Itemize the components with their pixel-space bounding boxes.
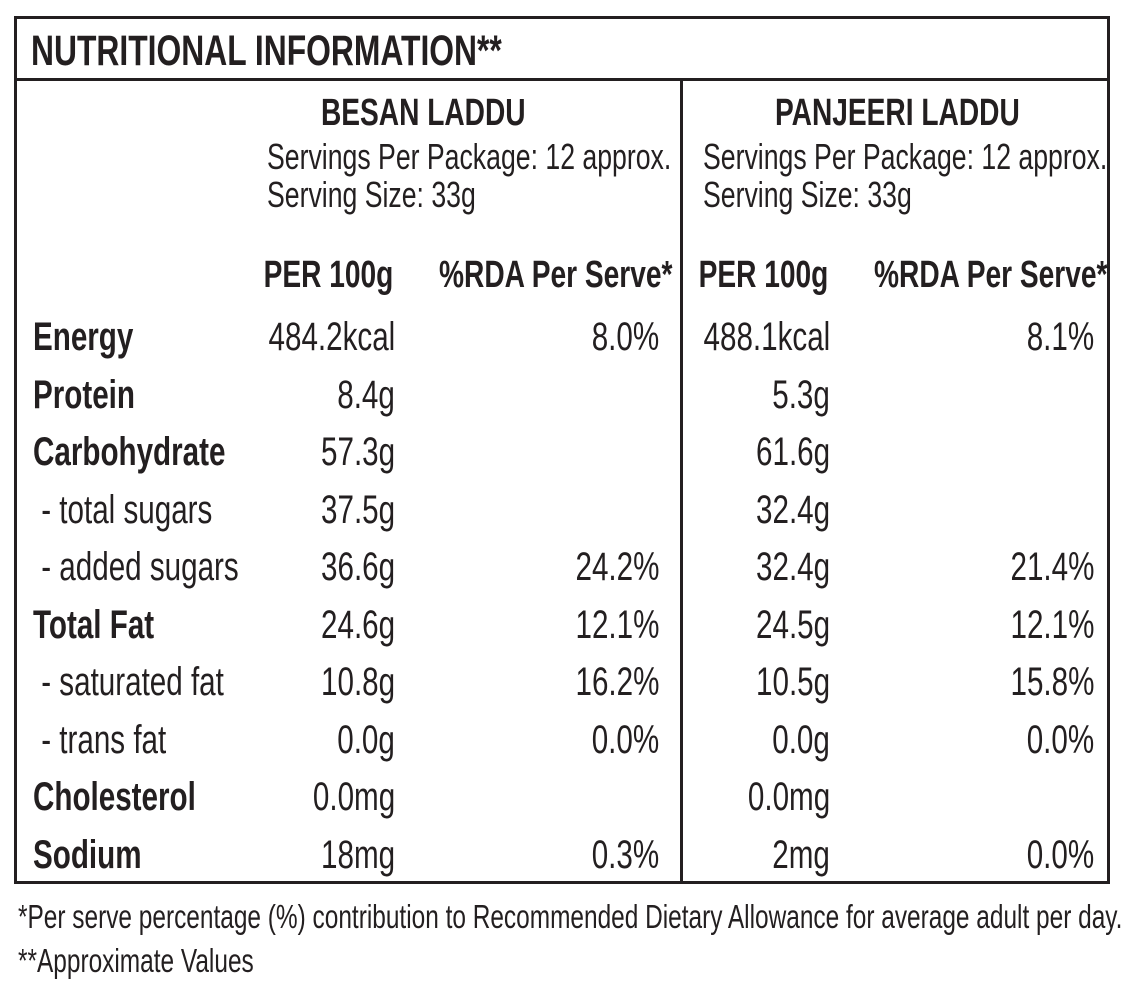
header-per100-besan: PER 100g	[263, 254, 393, 296]
value-besan-per100: 37.5g	[320, 487, 395, 532]
value-panjeeri-per100: 32.4g	[755, 487, 830, 532]
value-panjeeri-per100: 10.5g	[755, 660, 830, 704]
nutrient-name: - saturated fat	[33, 660, 224, 704]
nutrient-name: Total Fat	[33, 602, 155, 647]
title-bar: NUTRITIONAL INFORMATION**	[17, 19, 1107, 81]
value-besan-rda: 12.1%	[575, 602, 659, 647]
value-panjeeri-rda: 12.1%	[1010, 602, 1094, 647]
value-panjeeri-rda: 8.1%	[1026, 315, 1094, 359]
nutrient-name: - total sugars	[33, 487, 213, 532]
value-besan-rda: 0.3%	[591, 832, 659, 877]
value-besan-per100: 24.6g	[320, 602, 395, 647]
nutrient-name: Energy	[33, 315, 134, 359]
servings-per-package-panjeeri: Servings Per Package: 12 approx.	[703, 136, 1108, 177]
product-name-besan: BESAN LADDU	[320, 92, 526, 134]
value-panjeeri-per100: 61.6g	[755, 430, 830, 474]
nutrient-name: - added sugars	[33, 545, 239, 589]
value-besan-rda: 0.0%	[591, 717, 659, 762]
value-panjeeri-rda	[834, 777, 1094, 817]
value-besan-per100: 36.6g	[320, 545, 395, 589]
value-besan-per100: 10.8g	[320, 660, 395, 704]
value-panjeeri-per100: 0.0g	[772, 717, 830, 762]
value-panjeeri-per100: 5.3g	[772, 372, 830, 417]
servings-per-package-besan: Servings Per Package: 12 approx.	[267, 136, 672, 177]
header-rda-besan: %RDA Per Serve*	[439, 254, 673, 296]
product-name-panjeeri: PANJEERI LADDU	[774, 92, 1020, 134]
header-per100-panjeeri: PER 100g	[698, 254, 828, 296]
nutrient-name: - trans fat	[33, 717, 167, 762]
footnote-approximate: **Approximate Values	[18, 942, 254, 979]
nutrient-name: Cholesterol	[33, 775, 196, 819]
value-besan-rda: 8.0%	[591, 315, 659, 359]
value-besan-per100: 0.0mg	[312, 775, 395, 819]
nutrient-name: Protein	[33, 372, 135, 417]
nutrient-name: Sodium	[33, 832, 142, 877]
value-panjeeri-rda: 0.0%	[1026, 717, 1094, 762]
panel-title: NUTRITIONAL INFORMATION**	[31, 27, 502, 75]
value-besan-per100: 484.2kcal	[268, 315, 395, 359]
value-panjeeri-rda	[834, 490, 1094, 530]
value-besan-per100: 57.3g	[320, 430, 395, 474]
serving-size-panjeeri: Serving Size: 33g	[703, 174, 912, 215]
nutrition-panel: NUTRITIONAL INFORMATION** BESAN LADDU Se…	[14, 16, 1110, 884]
value-panjeeri-per100: 24.5g	[755, 602, 830, 647]
value-besan-per100: 0.0g	[337, 717, 395, 762]
value-besan-per100: 18mg	[320, 832, 395, 877]
value-panjeeri-rda: 15.8%	[1010, 660, 1094, 704]
column-divider	[680, 81, 683, 884]
value-panjeeri-per100: 0.0mg	[747, 775, 830, 819]
value-besan-rda: 24.2%	[575, 545, 659, 589]
value-besan-per100: 8.4g	[337, 372, 395, 417]
value-panjeeri-rda: 21.4%	[1010, 545, 1094, 589]
footnote-rda: *Per serve percentage (%) contribution t…	[18, 898, 1122, 935]
value-panjeeri-rda	[834, 432, 1094, 472]
value-panjeeri-rda	[834, 375, 1094, 415]
value-panjeeri-rda: 0.0%	[1026, 832, 1094, 877]
value-panjeeri-per100: 32.4g	[755, 545, 830, 589]
value-panjeeri-per100: 2mg	[772, 832, 830, 877]
value-panjeeri-per100: 488.1kcal	[703, 315, 830, 359]
header-rda-panjeeri: %RDA Per Serve*	[874, 254, 1108, 296]
nutrient-name: Carbohydrate	[33, 430, 226, 474]
serving-size-besan: Serving Size: 33g	[267, 174, 476, 215]
value-besan-rda: 16.2%	[575, 660, 659, 704]
